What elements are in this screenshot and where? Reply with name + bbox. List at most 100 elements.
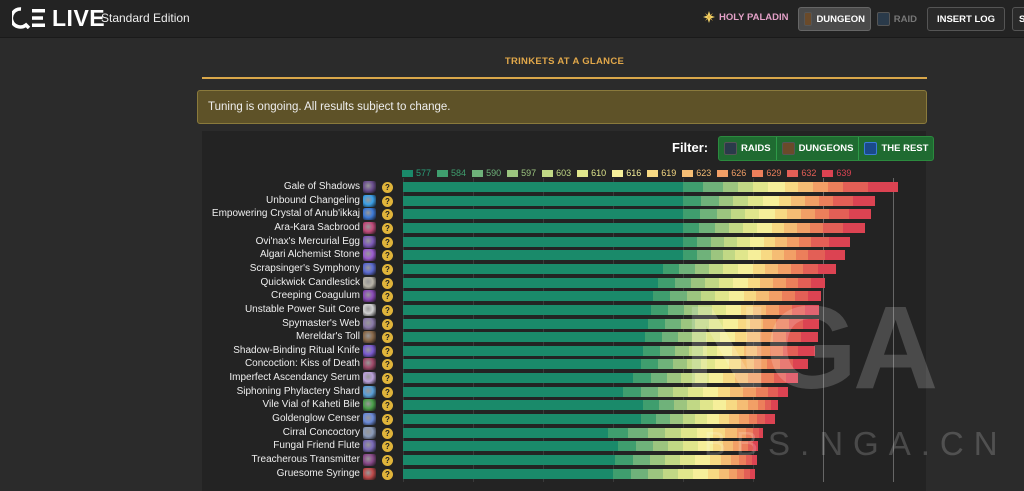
trinket-name[interactable]: Fungal Friend Flute bbox=[273, 440, 360, 451]
flute-icon[interactable] bbox=[363, 440, 376, 452]
serum-icon[interactable] bbox=[363, 372, 376, 384]
shadow-trinket-icon[interactable] bbox=[363, 181, 376, 193]
help-icon[interactable]: ? bbox=[382, 182, 393, 193]
trinket-bar[interactable] bbox=[403, 196, 875, 206]
alchemist-stone-icon[interactable] bbox=[363, 249, 376, 261]
trinket-name[interactable]: Mereldar's Toll bbox=[296, 331, 360, 342]
help-icon[interactable]: ? bbox=[382, 387, 393, 398]
trinket-name[interactable]: Creeping Coagulum bbox=[271, 290, 360, 301]
vial-icon[interactable] bbox=[363, 399, 376, 411]
trinket-name[interactable]: Treacherous Transmitter bbox=[251, 454, 360, 465]
cirral-icon[interactable] bbox=[363, 427, 376, 439]
transmitter-icon[interactable] bbox=[363, 454, 376, 466]
symphony-icon[interactable] bbox=[363, 263, 376, 275]
trinket-name[interactable]: Ara-Kara Sacbrood bbox=[274, 222, 360, 233]
trinket-bar[interactable] bbox=[403, 250, 845, 260]
candlestick-icon[interactable] bbox=[363, 277, 376, 289]
help-icon[interactable]: ? bbox=[382, 264, 393, 275]
egg-icon[interactable] bbox=[363, 236, 376, 248]
concoction-icon[interactable] bbox=[363, 358, 376, 370]
help-icon[interactable]: ? bbox=[382, 209, 393, 220]
help-icon[interactable]: ? bbox=[382, 223, 393, 234]
trinket-bar[interactable] bbox=[403, 441, 758, 451]
help-icon[interactable]: ? bbox=[382, 441, 393, 452]
help-icon[interactable]: ? bbox=[382, 196, 393, 207]
trinket-bar[interactable] bbox=[403, 469, 755, 479]
help-icon[interactable]: ? bbox=[382, 359, 393, 370]
help-icon[interactable]: ? bbox=[382, 455, 393, 466]
bar-segment-616 bbox=[723, 319, 738, 329]
trinket-bar[interactable] bbox=[403, 291, 821, 301]
help-icon[interactable]: ? bbox=[382, 400, 393, 411]
changeling-icon[interactable] bbox=[363, 195, 376, 207]
filter-dungeons-button[interactable]: DUNGEONS bbox=[777, 137, 860, 160]
logo[interactable]: LIVE bbox=[12, 5, 105, 31]
sacbrood-icon[interactable] bbox=[363, 222, 376, 234]
trinket-name[interactable]: Gruesome Syringe bbox=[276, 468, 360, 479]
help-icon[interactable]: ? bbox=[382, 237, 393, 248]
trinket-bar[interactable] bbox=[403, 319, 819, 329]
help-icon[interactable]: ? bbox=[382, 469, 393, 480]
extra-button[interactable]: S bbox=[1012, 7, 1024, 31]
help-icon[interactable]: ? bbox=[382, 319, 393, 330]
knife-icon[interactable] bbox=[363, 345, 376, 357]
power-core-icon[interactable] bbox=[363, 304, 376, 316]
trinket-name[interactable]: Gale of Shadows bbox=[283, 181, 360, 192]
help-icon[interactable]: ? bbox=[382, 305, 393, 316]
trinket-name[interactable]: Quickwick Candlestick bbox=[260, 277, 360, 288]
coagulum-icon[interactable] bbox=[363, 290, 376, 302]
help-icon[interactable]: ? bbox=[382, 414, 393, 425]
filter-raids-button[interactable]: RAIDS bbox=[719, 137, 777, 160]
help-icon[interactable]: ? bbox=[382, 373, 393, 384]
phylactery-icon[interactable] bbox=[363, 386, 376, 398]
trinket-bar[interactable] bbox=[403, 332, 818, 342]
trinket-bar[interactable] bbox=[403, 264, 836, 274]
trinket-bar[interactable] bbox=[403, 400, 778, 410]
help-icon[interactable]: ? bbox=[382, 291, 393, 302]
trinket-name[interactable]: Vile Vial of Kaheti Bile bbox=[262, 399, 360, 410]
syringe-icon[interactable] bbox=[363, 468, 376, 480]
dungeon-mode-button[interactable]: DUNGEON bbox=[798, 7, 871, 31]
trinket-bar[interactable] bbox=[403, 414, 775, 424]
trinket-name[interactable]: Empowering Crystal of Anub'ikkaj bbox=[211, 208, 360, 219]
trinket-name[interactable]: Cirral Concoctory bbox=[282, 427, 360, 438]
trinket-bar[interactable] bbox=[403, 428, 763, 438]
trinket-bar[interactable] bbox=[403, 223, 865, 233]
trinket-bar[interactable] bbox=[403, 278, 825, 288]
trinket-bar[interactable] bbox=[403, 237, 850, 247]
bar-segment-590 bbox=[660, 346, 675, 356]
filter-the-rest-button[interactable]: THE REST bbox=[859, 137, 933, 160]
web-icon[interactable] bbox=[363, 318, 376, 330]
trinket-name[interactable]: Scrapsinger's Symphony bbox=[249, 263, 360, 274]
trinket-name[interactable]: Concoction: Kiss of Death bbox=[244, 358, 360, 369]
help-icon[interactable]: ? bbox=[382, 278, 393, 289]
help-icon[interactable]: ? bbox=[382, 346, 393, 357]
insert-log-button[interactable]: INSERT LOG bbox=[927, 7, 1005, 31]
toll-icon[interactable] bbox=[363, 331, 376, 343]
trinket-bar[interactable] bbox=[403, 373, 798, 383]
censer-icon[interactable] bbox=[363, 413, 376, 425]
trinket-name[interactable]: Unbound Changeling bbox=[266, 195, 360, 206]
spec-selector[interactable]: HOLY PALADIN bbox=[703, 11, 789, 23]
trinket-name[interactable]: Goldenglow Censer bbox=[272, 413, 360, 424]
trinket-name[interactable]: Spymaster's Web bbox=[282, 318, 360, 329]
help-icon[interactable]: ? bbox=[382, 428, 393, 439]
help-icon[interactable]: ? bbox=[382, 250, 393, 261]
trinket-name[interactable]: Ovi'nax's Mercurial Egg bbox=[255, 236, 360, 247]
trinket-name[interactable]: Shadow-Binding Ritual Knife bbox=[233, 345, 360, 356]
trinket-bar[interactable] bbox=[403, 455, 757, 465]
trinket-bar[interactable] bbox=[403, 346, 815, 356]
trinket-name[interactable]: Siphoning Phylactery Shard bbox=[236, 386, 360, 397]
trinket-name[interactable]: Imperfect Ascendancy Serum bbox=[229, 372, 360, 383]
crystal-icon[interactable] bbox=[363, 208, 376, 220]
trinket-name[interactable]: Unstable Power Suit Core bbox=[244, 304, 360, 315]
raid-mode-button[interactable]: RAID bbox=[872, 7, 922, 31]
trinket-bar[interactable] bbox=[403, 182, 898, 192]
trinket-bar[interactable] bbox=[403, 209, 871, 219]
trinket-name[interactable]: Algari Alchemist Stone bbox=[259, 249, 360, 260]
help-icon[interactable]: ? bbox=[382, 332, 393, 343]
trinket-bar[interactable] bbox=[403, 359, 808, 369]
trinket-bar[interactable] bbox=[403, 387, 788, 397]
bar-segment-616 bbox=[709, 373, 723, 383]
trinket-bar[interactable] bbox=[403, 305, 819, 315]
